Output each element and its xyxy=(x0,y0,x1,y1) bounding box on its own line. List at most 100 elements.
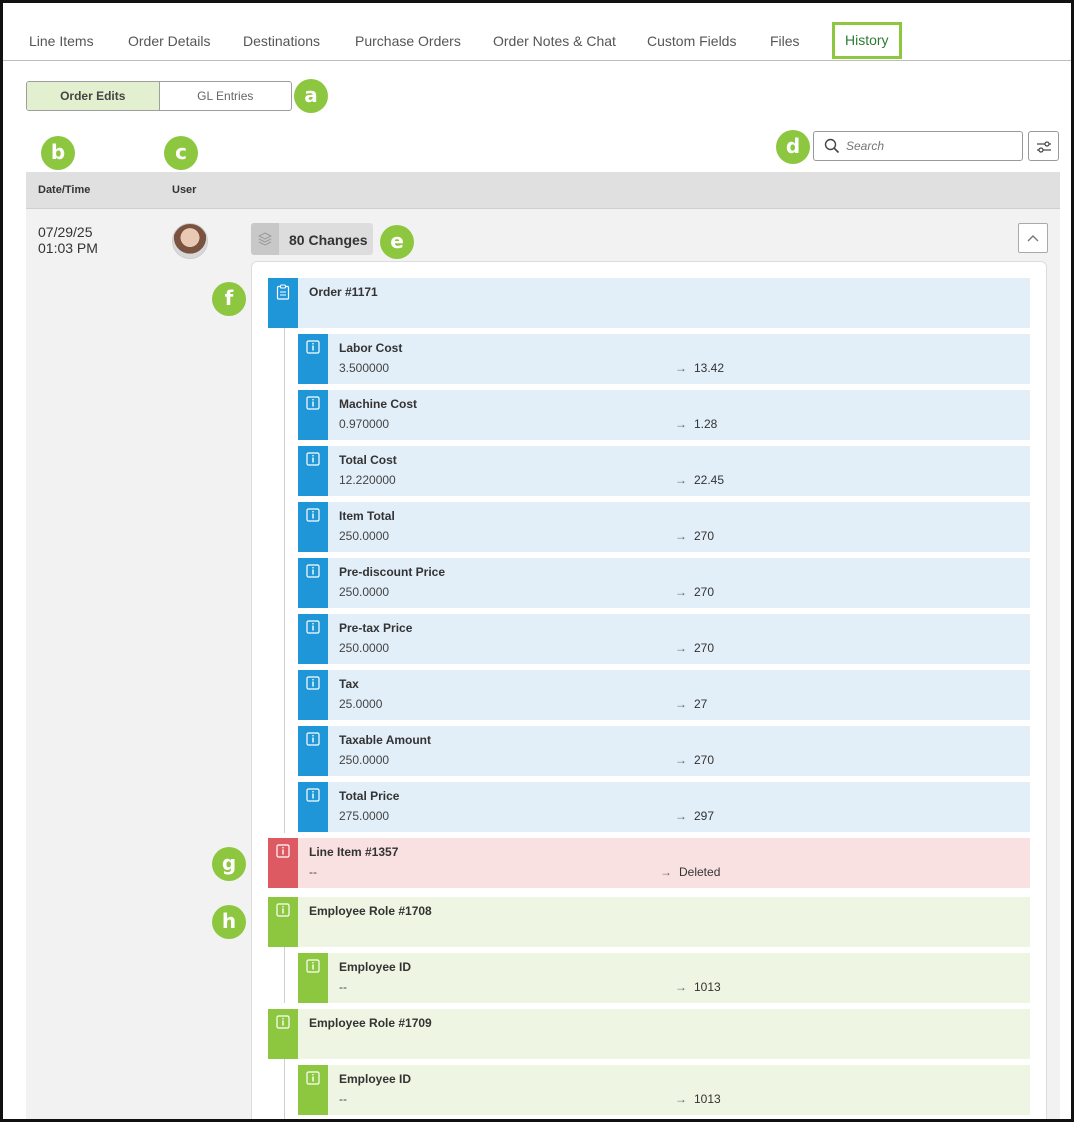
new-value: 297 xyxy=(694,809,715,823)
field-name: Pre-discount Price xyxy=(339,565,446,579)
new-value: 270 xyxy=(694,753,715,767)
arrow-icon: → xyxy=(675,1092,687,1106)
search-input[interactable] xyxy=(846,136,1016,156)
tab-order-details[interactable]: Order Details xyxy=(128,33,211,49)
callout-g: g xyxy=(212,847,246,881)
new-value: 1.28 xyxy=(694,417,718,431)
field-change-card: Item Total 250.0000 → 270 xyxy=(298,502,1030,552)
tab-custom-fields[interactable]: Custom Fields xyxy=(647,33,737,49)
line-item-change-card[interactable]: Line Item #1357 -- → Deleted xyxy=(268,838,1030,888)
arrow-icon: → xyxy=(675,529,687,543)
new-value: 1013 xyxy=(694,980,721,994)
callout-f: f xyxy=(212,282,246,316)
info-icon xyxy=(298,334,328,384)
history-view-toggle: Order Edits GL Entries xyxy=(26,81,292,111)
layers-icon xyxy=(251,223,279,255)
tab-order-notes-chat[interactable]: Order Notes & Chat xyxy=(493,33,616,49)
tab-history[interactable]: History xyxy=(832,22,902,59)
info-icon xyxy=(298,1065,328,1115)
tree-line xyxy=(284,328,285,833)
tab-destinations[interactable]: Destinations xyxy=(243,33,321,49)
old-value: 3.500000 xyxy=(339,361,390,375)
tree-line xyxy=(284,1059,285,1119)
arrow-icon: → xyxy=(675,641,687,655)
old-value: 250.0000 xyxy=(339,529,390,543)
old-value: 275.0000 xyxy=(339,809,390,823)
field-name: Labor Cost xyxy=(339,341,403,355)
employee-role-card[interactable]: Employee Role #1708 xyxy=(268,897,1030,947)
arrow-icon: → xyxy=(675,697,687,711)
field-change-card: Pre-discount Price 250.0000 → 270 xyxy=(298,558,1030,608)
old-value: -- xyxy=(339,980,347,994)
old-value: -- xyxy=(309,865,317,879)
new-value: 27 xyxy=(694,697,708,711)
old-value: 25.0000 xyxy=(339,697,383,711)
collapse-button[interactable] xyxy=(1018,223,1048,253)
order-edits-button[interactable]: Order Edits xyxy=(27,82,160,110)
info-icon xyxy=(298,726,328,776)
arrow-icon: → xyxy=(675,809,687,823)
line-item-title: Line Item #1357 xyxy=(309,845,399,859)
callout-c: c xyxy=(164,136,198,170)
employee-role-title: Employee Role #1708 xyxy=(309,904,432,918)
info-icon xyxy=(268,1009,298,1059)
info-icon xyxy=(268,838,298,888)
new-value: 13.42 xyxy=(694,361,725,375)
arrow-icon: → xyxy=(660,865,672,879)
changes-label: 80 Changes xyxy=(289,232,368,248)
info-icon xyxy=(298,782,328,832)
new-value: 270 xyxy=(694,641,715,655)
search-icon xyxy=(824,138,840,154)
gl-entries-button[interactable]: GL Entries xyxy=(197,89,254,103)
new-value: 270 xyxy=(694,529,715,543)
filter-button[interactable] xyxy=(1028,131,1059,161)
arrow-icon: → xyxy=(675,753,687,767)
tab-bar: Line Items Order Details Destinations Pu… xyxy=(3,3,1071,61)
info-icon xyxy=(268,897,298,947)
column-datetime: Date/Time xyxy=(38,184,91,196)
new-value: 22.45 xyxy=(694,473,725,487)
info-icon xyxy=(298,953,328,1003)
field-name: Employee ID xyxy=(339,1072,412,1086)
sliders-icon xyxy=(1037,141,1051,153)
field-change-card: Employee ID -- → 1013 xyxy=(298,1065,1030,1115)
info-icon xyxy=(298,502,328,552)
old-value: 12.220000 xyxy=(339,473,396,487)
field-name: Total Cost xyxy=(339,453,397,467)
new-value: 1013 xyxy=(694,1092,721,1106)
tab-files[interactable]: Files xyxy=(770,33,800,49)
info-icon xyxy=(298,670,328,720)
entry-time: 01:03 PM xyxy=(38,240,98,256)
employee-role-card[interactable]: Employee Role #1709 xyxy=(268,1009,1030,1059)
search-box xyxy=(813,131,1023,161)
field-change-card: Total Price 275.0000 → 297 xyxy=(298,782,1030,832)
field-change-card: Tax 25.0000 → 27 xyxy=(298,670,1030,720)
info-icon xyxy=(298,446,328,496)
tab-line-items[interactable]: Line Items xyxy=(29,33,94,49)
field-change-card: Taxable Amount 250.0000 → 270 xyxy=(298,726,1030,776)
field-change-card: Machine Cost 0.970000 → 1.28 xyxy=(298,390,1030,440)
field-change-card: Total Cost 12.220000 → 22.45 xyxy=(298,446,1030,496)
tree-line xyxy=(284,947,285,1003)
changes-count-button[interactable]: 80 Changes xyxy=(251,223,373,255)
employee-role-title: Employee Role #1709 xyxy=(309,1016,432,1030)
callout-a: a xyxy=(294,79,328,113)
tab-purchase-orders[interactable]: Purchase Orders xyxy=(355,33,461,49)
arrow-icon: → xyxy=(675,585,687,599)
old-value: 0.970000 xyxy=(339,417,390,431)
field-name: Item Total xyxy=(339,509,395,523)
field-name: Employee ID xyxy=(339,960,412,974)
field-change-card: Employee ID -- → 1013 xyxy=(298,953,1030,1003)
field-name: Tax xyxy=(339,677,359,691)
callout-d: d xyxy=(776,130,810,164)
info-icon xyxy=(298,614,328,664)
new-value: 270 xyxy=(694,585,715,599)
field-change-card: Labor Cost 3.500000 → 13.42 xyxy=(298,334,1030,384)
field-name: Pre-tax Price xyxy=(339,621,413,635)
field-name: Total Price xyxy=(339,789,400,803)
entry-datetime: 07/29/25 01:03 PM xyxy=(38,224,98,256)
chevron-up-icon xyxy=(1027,235,1039,242)
order-change-card[interactable]: Order #1171 xyxy=(268,278,1030,328)
field-change-card: Pre-tax Price 250.0000 → 270 xyxy=(298,614,1030,664)
